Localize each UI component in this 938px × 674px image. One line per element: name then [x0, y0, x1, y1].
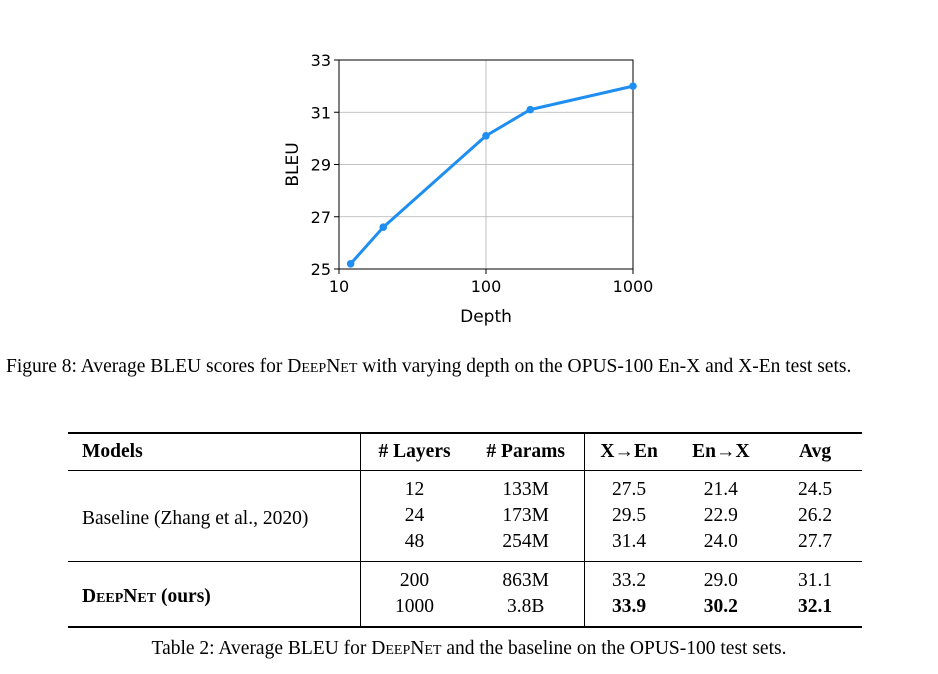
table-header-row: Models # Layers # Params X→En En→X Avg	[68, 433, 862, 471]
header-en2x: En→X	[692, 441, 750, 462]
y-axis-label: BLEU	[283, 142, 303, 186]
table-row: 1000 3.8B 33.9 30.2 32.1	[68, 594, 862, 627]
table-row: 48 254M 31.4 24.0 27.7	[68, 529, 862, 562]
table-row: DeepNet (ours) 200 863M 33.2 29.0 31.1	[68, 561, 862, 607]
x-axis-label: Depth	[460, 307, 512, 327]
table-cell: 31.4	[583, 529, 674, 562]
results-table: Models # Layers # Params X→En En→X Avg B…	[68, 432, 862, 628]
header-params: # Params	[486, 441, 565, 462]
header-models: Models	[82, 441, 143, 462]
header-x2en: X→En	[583, 433, 674, 471]
data-point	[629, 82, 637, 90]
table-caption-model: DeepNet	[371, 638, 442, 659]
y-tick-label: 29	[311, 156, 331, 175]
table-cell: 3.8B	[506, 596, 545, 617]
table-cell: 26.2	[798, 505, 833, 526]
axis-ticks: 10 100 1000 25 27 29 31 33	[311, 51, 654, 296]
table-cell: 48	[360, 529, 468, 562]
table-caption-suffix: and the baseline on the OPUS-100 test se…	[441, 638, 787, 659]
baseline-group: Baseline (Zhang et al., 2020) 12 133M 27…	[68, 470, 862, 562]
data-point	[526, 105, 535, 114]
table-cell: 31.1	[798, 570, 833, 591]
x-tick-label: 1000	[613, 277, 654, 296]
bleu-depth-chart: 10 100 1000 25 27 29 31 33 Depth BLEU	[283, 51, 654, 327]
table-caption-prefix: Table 2: Average BLEU for	[151, 638, 372, 659]
deepnet-group: DeepNet (ours) 200 863M 33.2 29.0 31.1 1…	[68, 561, 862, 627]
deepnet-model-name: DeepNet	[82, 586, 157, 607]
y-tick-label: 33	[311, 51, 331, 70]
figure-caption-suffix: with varying depth on the OPUS-100 En-X …	[357, 356, 852, 377]
table-cell: 133M	[502, 479, 549, 500]
figure-caption-model: DeepNet	[287, 356, 358, 377]
data-point	[482, 131, 490, 140]
table-cell: 173M	[502, 505, 549, 526]
table-cell: 27.7	[798, 531, 833, 552]
series-line	[349, 84, 635, 266]
header-avg: Avg	[799, 441, 832, 462]
data-point	[346, 259, 355, 268]
table-cell: 21.4	[703, 479, 738, 500]
y-tick-label: 27	[311, 208, 331, 227]
table-cell: 29.5	[583, 503, 674, 529]
x-tick-label: 100	[471, 277, 502, 296]
table-cell: 27.5	[583, 470, 674, 503]
deepnet-model-suffix: (ours)	[156, 586, 211, 607]
table-cell: 24.0	[703, 531, 738, 552]
baseline-model-cell: Baseline (Zhang et al., 2020)	[82, 508, 309, 529]
table-cell-best: 30.2	[703, 596, 738, 617]
y-tick-label: 31	[311, 103, 331, 122]
table-cell: 254M	[502, 531, 549, 552]
table-cell: 24.5	[798, 479, 833, 500]
grid-lines	[338, 59, 634, 270]
table-cell: 1000	[360, 594, 468, 627]
table-cell: 200	[360, 561, 468, 594]
table-cell-best: 33.9	[583, 594, 674, 627]
table-cell: 22.9	[703, 505, 738, 526]
table-cell: 29.0	[703, 570, 738, 591]
series-layer	[346, 82, 637, 268]
x-tick-label: 10	[329, 277, 349, 296]
table-cell-best: 32.1	[798, 596, 833, 617]
table-row: Baseline (Zhang et al., 2020) 12 133M 27…	[68, 470, 862, 529]
figure-caption: Figure 8: Average BLEU scores for DeepNe…	[6, 354, 934, 379]
figure-caption-prefix: Figure 8: Average BLEU scores for	[6, 356, 288, 377]
table-cell: 863M	[502, 570, 549, 591]
deepnet-model-cell: DeepNet (ours)	[68, 562, 361, 628]
table-cell: 24	[360, 503, 468, 529]
data-point	[379, 223, 388, 231]
table-cell: 33.2	[583, 561, 674, 594]
table-cell: 12	[360, 470, 468, 503]
table-caption: Table 2: Average BLEU for DeepNet and th…	[0, 636, 938, 661]
y-tick-label: 25	[311, 260, 331, 279]
header-layers: # Layers	[360, 433, 468, 471]
table-row: 24 173M 29.5 22.9 26.2	[68, 503, 862, 529]
